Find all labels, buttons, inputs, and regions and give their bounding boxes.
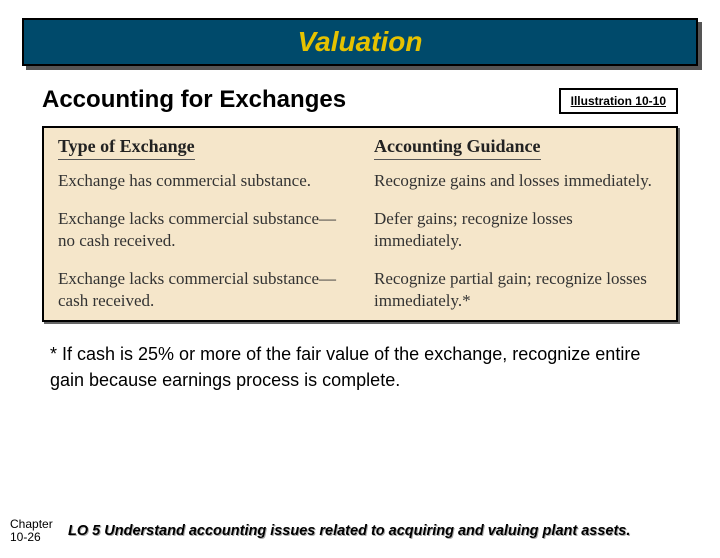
table-row: Exchange lacks commercial substance—no c… xyxy=(44,200,676,260)
table-row: Exchange lacks commercial substance—cash… xyxy=(44,260,676,320)
table-cell-guidance: Defer gains; recognize losses immediatel… xyxy=(360,200,676,260)
table-cell-guidance: Recognize partial gain; recognize losses… xyxy=(360,260,676,320)
learning-objective-text: LO 5 Understand accounting issues relate… xyxy=(62,523,720,539)
slide-footer: Chapter 10-26 LO 5 Understand accounting… xyxy=(0,518,720,544)
section-heading: Accounting for Exchanges xyxy=(42,86,346,114)
chapter-indicator: Chapter 10-26 xyxy=(0,518,62,544)
table-header-guidance: Accounting Guidance xyxy=(360,128,676,162)
illustration-label: Illustration 10-10 xyxy=(559,88,678,114)
exchange-table: Type of Exchange Accounting Guidance Exc… xyxy=(44,128,676,320)
slide-title: Valuation xyxy=(298,26,423,57)
footnote-text: * If cash is 25% or more of the fair val… xyxy=(50,342,670,392)
table-cell-guidance: Recognize gains and losses immediately. xyxy=(360,162,676,200)
chapter-number: 10-26 xyxy=(10,531,62,544)
subheader-row: Accounting for Exchanges Illustration 10… xyxy=(42,86,678,114)
table-header-row: Type of Exchange Accounting Guidance xyxy=(44,128,676,162)
table-cell-type: Exchange has commercial substance. xyxy=(44,162,360,200)
slide-title-bar: Valuation xyxy=(22,18,698,66)
exchange-table-container: Type of Exchange Accounting Guidance Exc… xyxy=(42,126,678,322)
chapter-label: Chapter xyxy=(10,518,62,531)
table-cell-type: Exchange lacks commercial substance—cash… xyxy=(44,260,360,320)
table-header-type: Type of Exchange xyxy=(44,128,360,162)
table-row: Exchange has commercial substance. Recog… xyxy=(44,162,676,200)
table-cell-type: Exchange lacks commercial substance—no c… xyxy=(44,200,360,260)
